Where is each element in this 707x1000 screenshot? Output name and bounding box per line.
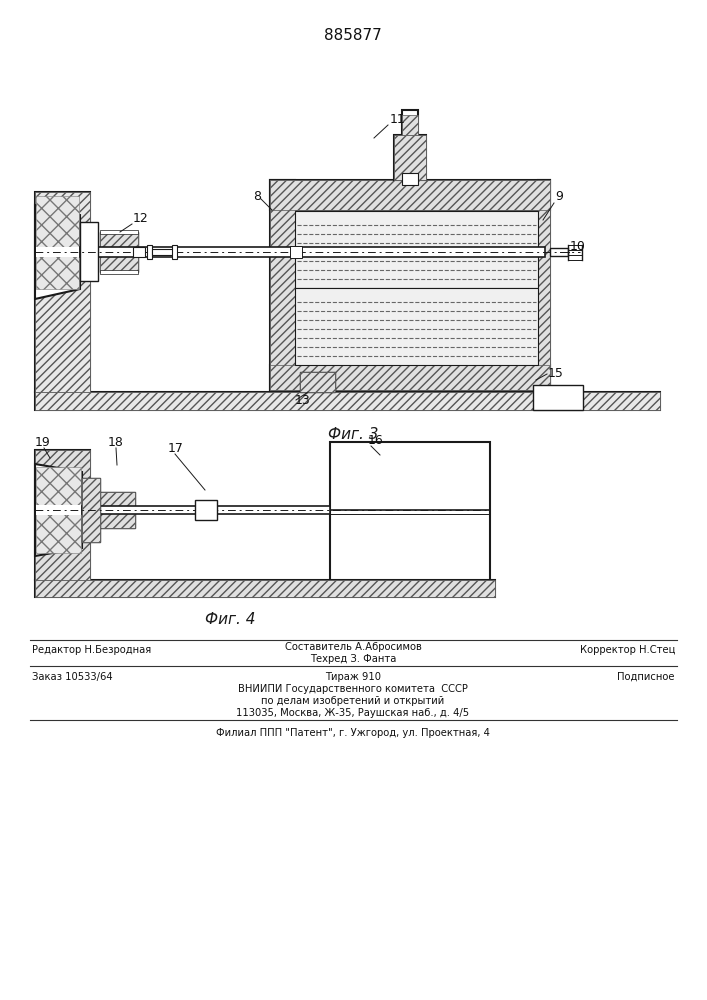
Bar xyxy=(550,248,568,256)
Text: Редактор Н.Безродная: Редактор Н.Безродная xyxy=(32,645,151,655)
Bar xyxy=(195,500,217,520)
Bar xyxy=(538,180,550,390)
Bar xyxy=(35,580,495,597)
Bar xyxy=(270,180,550,210)
Bar xyxy=(270,180,295,390)
Bar xyxy=(533,385,583,410)
Bar xyxy=(35,450,90,580)
Polygon shape xyxy=(35,205,80,299)
Polygon shape xyxy=(35,464,82,556)
Text: Филиал ППП "Патент", г. Ужгород, ул. Проектная, 4: Филиал ППП "Патент", г. Ужгород, ул. Про… xyxy=(216,728,490,738)
Bar xyxy=(36,247,79,257)
Bar xyxy=(402,173,418,185)
Text: по делам изобретений и открытий: по делам изобретений и открытий xyxy=(262,696,445,706)
Bar xyxy=(270,180,295,390)
Bar xyxy=(35,192,90,392)
Bar xyxy=(100,230,138,234)
Text: Техред З. Фанта: Техред З. Фанта xyxy=(310,654,396,664)
Bar xyxy=(270,180,550,210)
Text: 10: 10 xyxy=(570,240,586,253)
Text: 9: 9 xyxy=(555,190,563,203)
Bar xyxy=(100,492,135,528)
Text: 18: 18 xyxy=(108,436,124,449)
Bar xyxy=(35,580,495,597)
Bar xyxy=(152,249,174,255)
Text: 113035, Москва, Ж-35, Раушская наб., д. 4/5: 113035, Москва, Ж-35, Раушская наб., д. … xyxy=(236,708,469,718)
Bar xyxy=(35,192,90,392)
Text: 12: 12 xyxy=(133,212,148,225)
Bar xyxy=(82,478,100,542)
Bar xyxy=(394,135,426,180)
Text: 8: 8 xyxy=(253,190,261,203)
Text: Корректор Н.Стец: Корректор Н.Стец xyxy=(580,645,675,655)
Bar xyxy=(394,135,426,180)
Bar xyxy=(300,372,335,392)
Text: 17: 17 xyxy=(168,442,184,455)
Text: 13: 13 xyxy=(295,394,311,407)
Bar xyxy=(36,196,79,289)
Bar xyxy=(295,288,538,365)
Bar xyxy=(36,467,81,553)
Text: 11: 11 xyxy=(390,113,406,126)
Bar xyxy=(270,365,550,390)
Bar xyxy=(147,245,152,259)
Text: 15: 15 xyxy=(548,367,564,380)
Bar xyxy=(35,450,90,580)
Bar xyxy=(538,180,550,390)
Bar xyxy=(300,372,335,392)
Bar xyxy=(295,211,538,288)
Bar xyxy=(290,246,302,258)
Bar xyxy=(80,247,545,257)
Bar xyxy=(100,232,138,272)
Bar xyxy=(402,110,418,135)
Text: Фиг. 3: Фиг. 3 xyxy=(328,427,378,442)
Bar xyxy=(100,270,138,274)
Bar xyxy=(172,245,177,259)
Bar xyxy=(80,222,98,281)
Text: Фиг. 4: Фиг. 4 xyxy=(205,612,255,627)
Text: 16: 16 xyxy=(368,434,384,447)
Text: Подписное: Подписное xyxy=(617,672,675,682)
Bar xyxy=(35,392,660,410)
Bar xyxy=(270,365,550,390)
Text: Составитель А.Абросимов: Составитель А.Абросимов xyxy=(284,642,421,652)
Bar xyxy=(330,442,490,580)
Bar xyxy=(82,506,330,514)
Text: ВНИИПИ Государственного комитета  СССР: ВНИИПИ Государственного комитета СССР xyxy=(238,684,468,694)
Text: 19: 19 xyxy=(35,436,51,449)
Bar xyxy=(402,115,418,135)
Text: 885877: 885877 xyxy=(324,28,382,43)
Bar xyxy=(133,247,145,257)
Text: Тираж 910: Тираж 910 xyxy=(325,672,381,682)
Bar xyxy=(100,232,138,272)
Bar xyxy=(100,492,135,528)
Bar xyxy=(36,505,81,515)
Bar xyxy=(82,478,100,542)
Bar xyxy=(35,392,660,410)
Text: Заказ 10533/64: Заказ 10533/64 xyxy=(32,672,112,682)
